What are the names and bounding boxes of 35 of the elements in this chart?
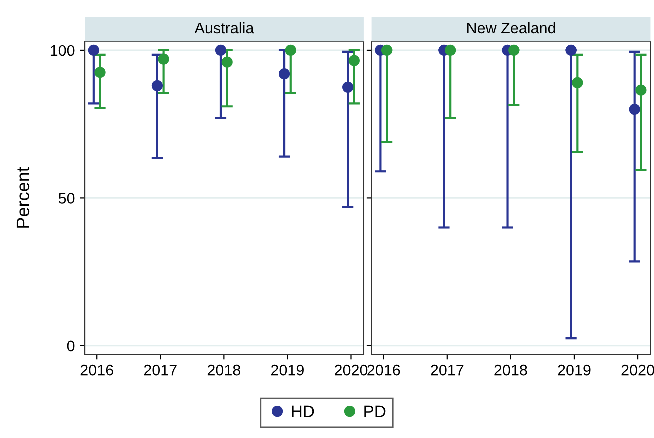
x-tick-label: 2018 [208,364,240,376]
point [158,54,170,65]
y-tick-label: 100 [50,45,75,56]
x-tick-label: 2020 [622,364,654,376]
point [342,82,354,93]
point [278,68,290,80]
x-tick-label: 2018 [494,364,528,376]
y-tick-label: 0 [67,340,75,352]
x-tick-label: 2017 [144,364,177,376]
x-tick-label: 2020 [335,364,368,376]
point [629,104,640,116]
point [445,44,456,56]
x-tick-label: 2017 [431,364,464,376]
point [285,44,296,56]
x-tick-label: 2019 [271,364,304,376]
x-tick-label: 2019 [558,364,591,376]
legend-label: HD [292,406,314,418]
point [572,77,584,89]
point [381,44,393,56]
chart-title: Australia [194,22,254,34]
x-tick-label: 2016 [368,364,400,376]
point [348,55,360,66]
legend-label: PD [364,406,386,418]
point [88,44,100,56]
point [636,84,647,96]
y-axis-title: Percent [16,167,30,228]
y-tick-label: 50 [58,193,75,204]
point [222,56,233,68]
point [566,44,577,56]
x-tick-label: 2016 [80,364,114,376]
point [508,44,520,56]
point [152,80,164,92]
point [94,67,106,78]
chart-title: New Zealand [468,22,556,34]
point [215,44,227,56]
